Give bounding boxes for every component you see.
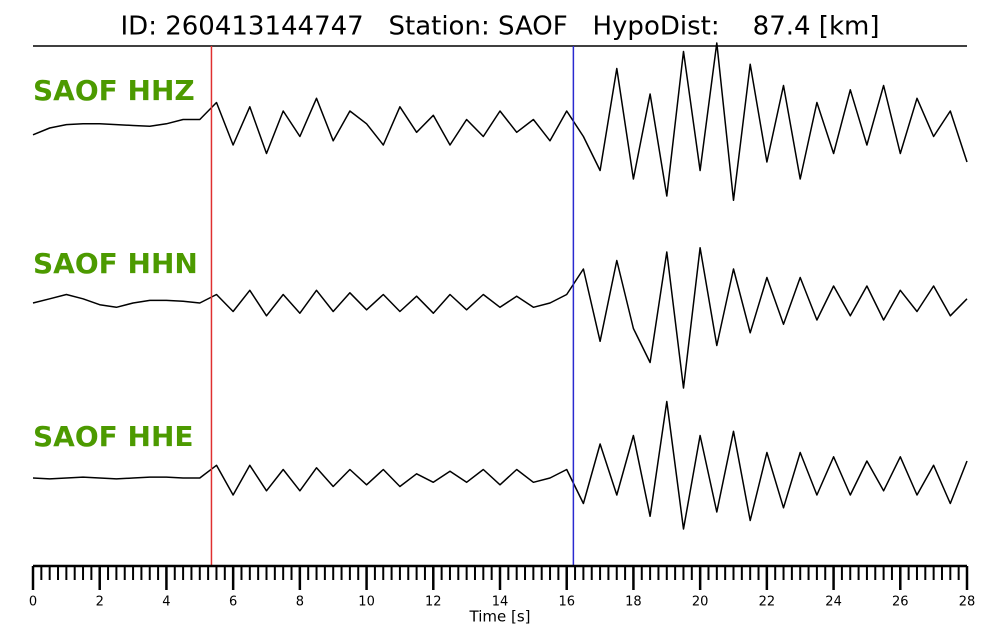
- x-tick-label: 0: [29, 595, 37, 610]
- waveform: [32, 400, 968, 530]
- trace-label: SAOF HHZ: [33, 74, 195, 107]
- x-tick-label: 16: [558, 595, 575, 610]
- x-tick-label: 28: [959, 595, 976, 610]
- x-tick-label: 8: [296, 595, 304, 610]
- x-tick-label: 26: [892, 595, 909, 610]
- chart-title: ID: 260413144747 Station: SAOF HypoDist:…: [121, 12, 880, 42]
- x-tick-label: 4: [162, 595, 170, 610]
- x-tick-label: 14: [492, 595, 509, 610]
- x-tick-label: 20: [692, 595, 709, 610]
- x-tick-label: 12: [425, 595, 442, 610]
- x-axis-label: Time [s]: [469, 608, 531, 626]
- x-tick-label: 10: [358, 595, 375, 610]
- waveform: [32, 42, 968, 202]
- x-tick-label: 2: [96, 595, 104, 610]
- trace-label: SAOF HHE: [33, 420, 194, 453]
- waveform: [32, 247, 968, 389]
- x-tick-label: 6: [229, 595, 237, 610]
- x-tick-label: 24: [825, 595, 842, 610]
- x-tick-label: 22: [759, 595, 776, 610]
- trace-label: SAOF HHN: [33, 247, 198, 280]
- x-tick-label: 18: [625, 595, 642, 610]
